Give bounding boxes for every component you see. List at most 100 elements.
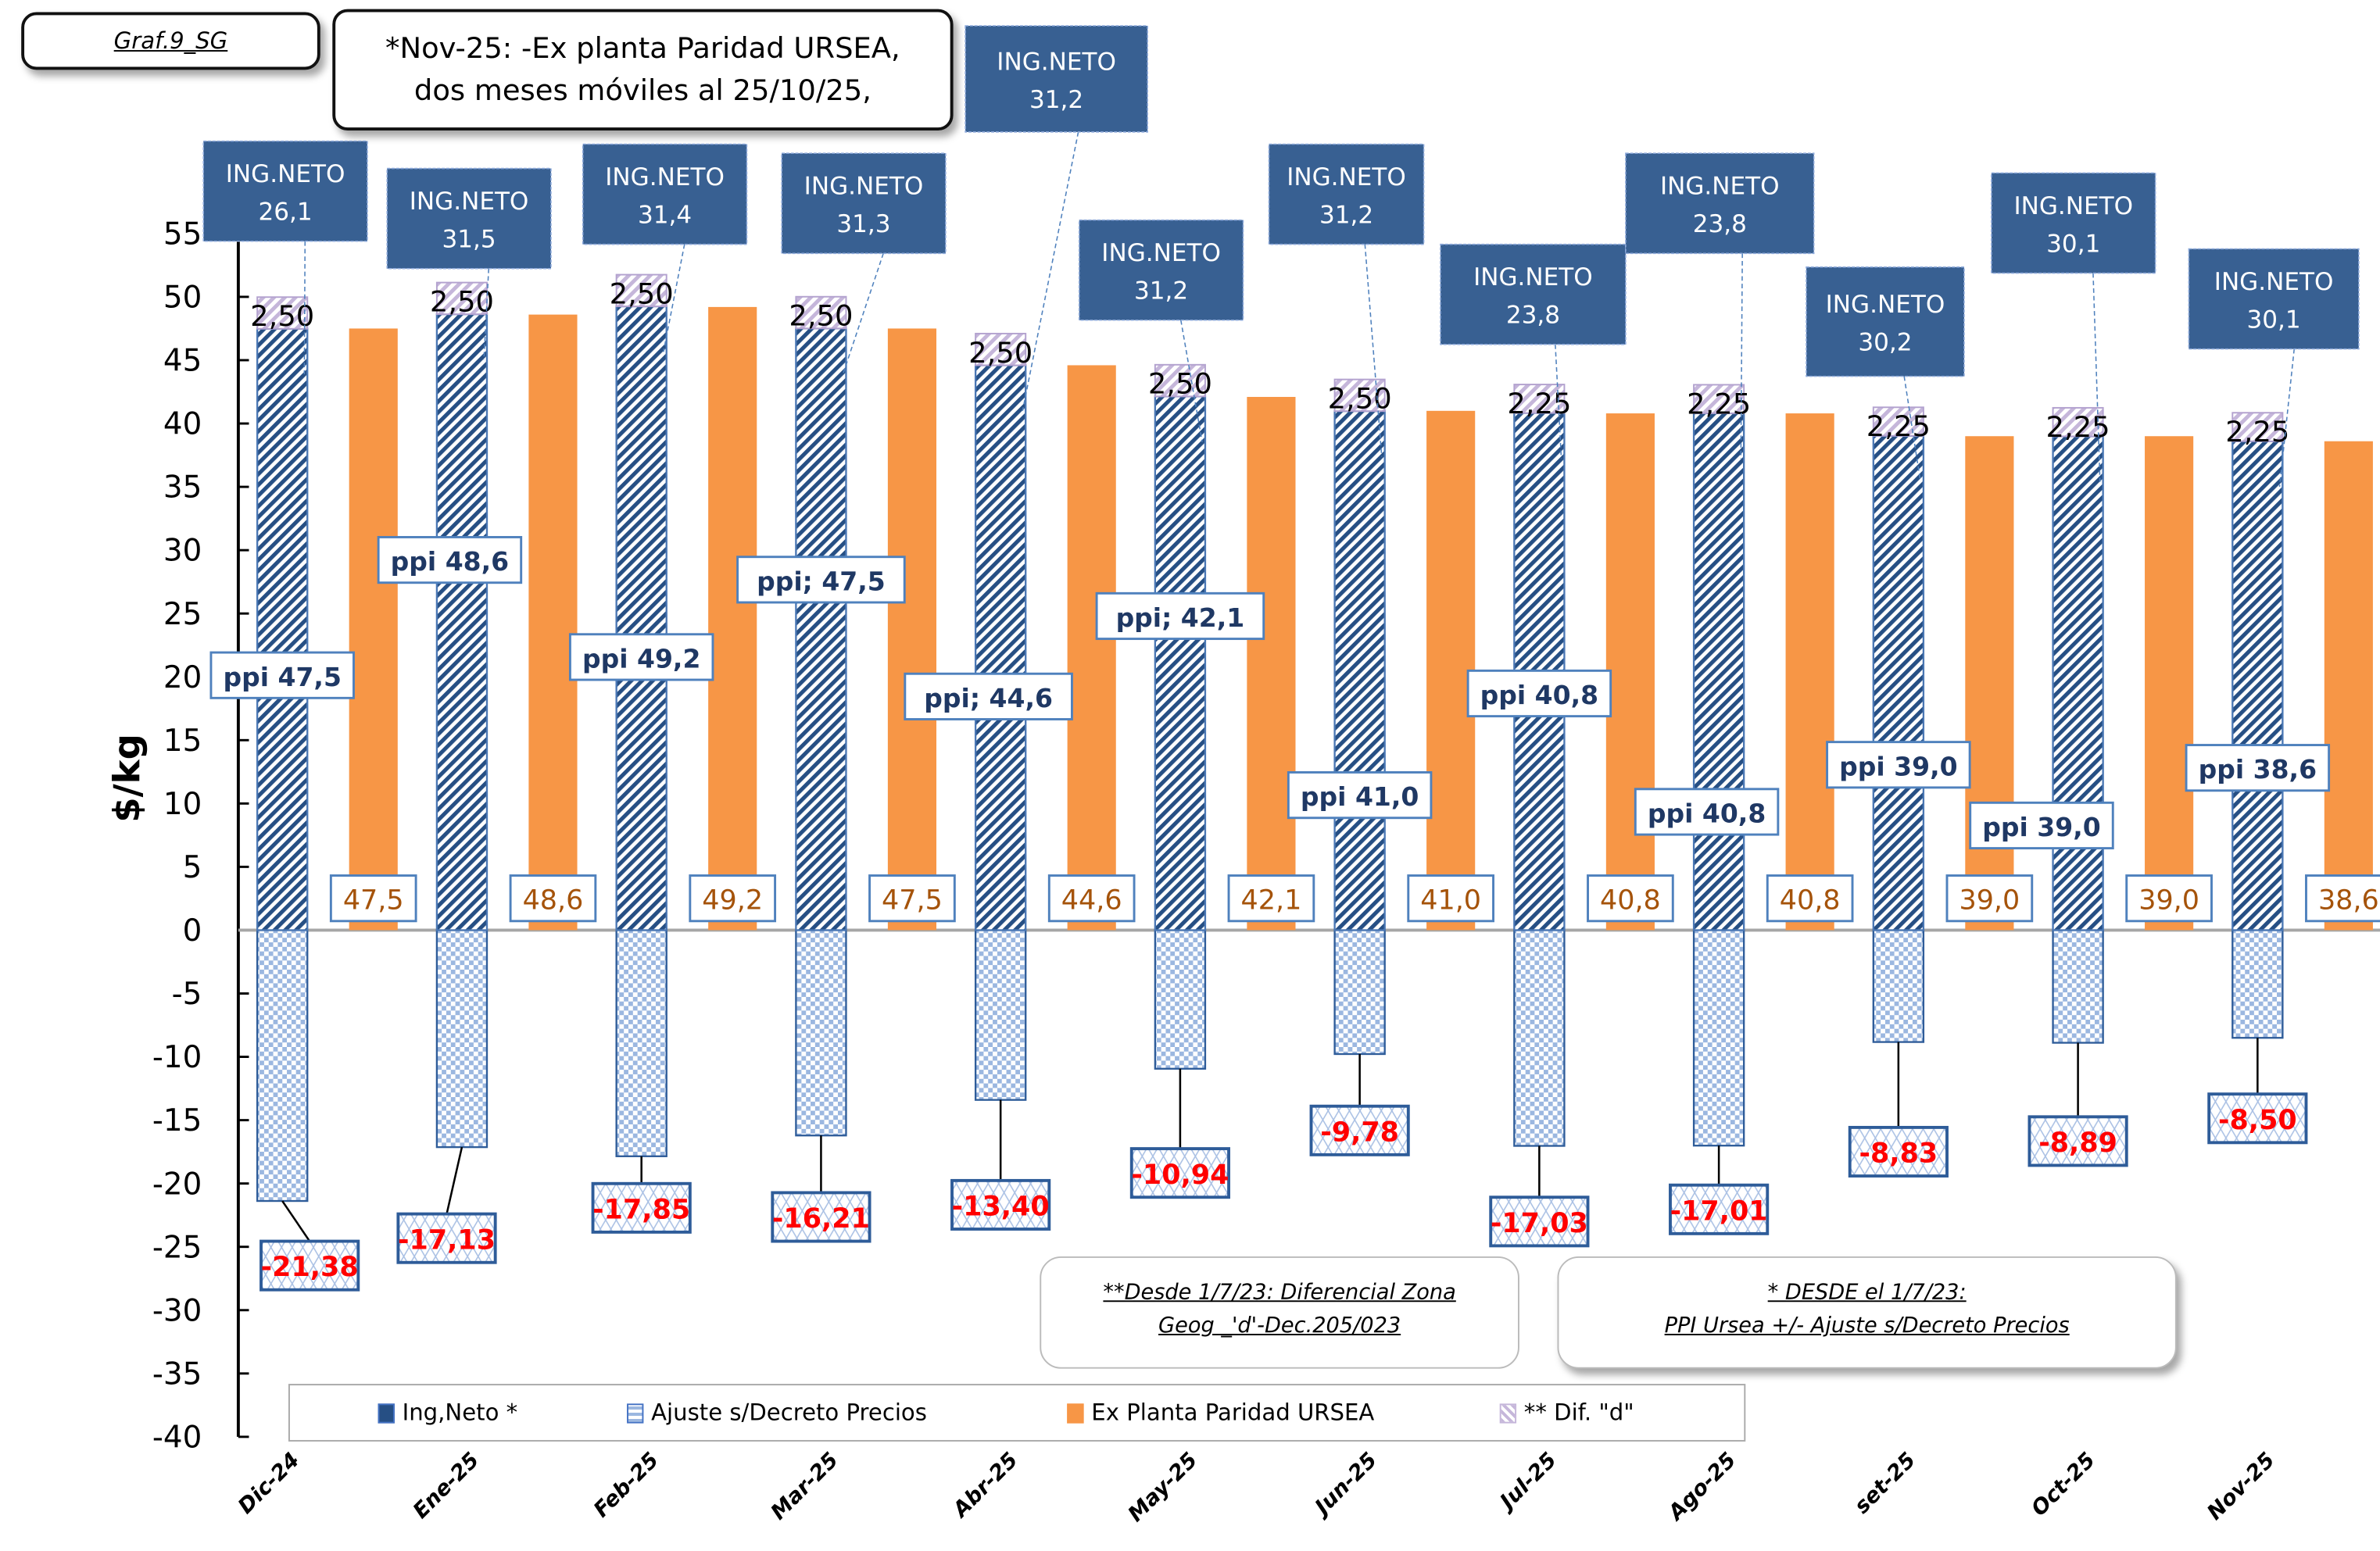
bar-ex-planta [528,314,578,931]
legend-item-ing-neto[interactable]: Ing,Neto * [378,1399,518,1427]
ing-neto-callout-value: 31,5 [442,226,496,254]
legend-item-ajuste[interactable]: Ajuste s/Decreto Precios [627,1399,927,1426]
y-tick-label: 5 [183,850,202,885]
bar-ajuste [615,929,667,1157]
ajuste-label-box [771,1191,871,1243]
bar-ex-planta [1965,436,2014,931]
ppi-label-box [1826,741,1971,789]
y-tick-label: 50 [163,281,202,316]
ppi-label-box [377,536,523,584]
bar-ajuste [2052,929,2104,1044]
bar-ing-neto [1692,412,1745,931]
ing-neto-callout [582,143,748,245]
ing-neto-leader-line [663,244,685,352]
ing-neto-callout [1440,243,1627,345]
y-tick-label: 40 [163,407,202,442]
ing-neto-callout [1625,152,1815,255]
bar-ing-neto [1154,395,1207,931]
legend-item-dif-d[interactable]: ** Dif. "d" [1499,1399,1634,1426]
dif-d-label: 2,25 [2225,415,2289,449]
bar-dif-d [1693,384,1745,414]
ajuste-label-box [259,1239,360,1292]
ppi-label: ppi 48,6 [391,546,509,577]
nov-note-line2: dos meses móviles al 25/10/25, [413,74,871,108]
ajuste-label: -21,38 [261,1252,359,1283]
ex-planta-label: 49,2 [702,884,763,916]
dif-d-label: 2,50 [1328,382,1392,416]
ing-neto-callout-value: 26,1 [259,198,313,227]
y-tick-label: 25 [163,597,202,632]
ajuste-label: -17,85 [592,1194,690,1225]
ing-neto-callout [1268,143,1425,245]
graph-id-label: Graf.9_SG [21,12,320,70]
ex-planta-label-box [509,874,597,923]
bar-dif-d [1154,363,1206,398]
y-tick-label: 45 [163,344,202,379]
ajuste-label: -10,94 [1131,1160,1229,1191]
x-tick-label: Feb-25 [589,1448,664,1522]
bar-ex-planta [708,306,757,931]
legend-swatch-dif-d [1499,1403,1517,1423]
ajuste-label: -17,01 [1670,1195,1768,1227]
ppi-label: ppi 39,0 [1839,751,1957,781]
legend-item-ex-planta[interactable]: Ex Planta Paridad URSEA [1067,1399,1374,1426]
bar-ing-neto [2231,440,2284,931]
bar-ajuste [2231,929,2284,1039]
ing-neto-callout-title: ING.NETO [1473,263,1593,291]
ex-planta-label-box [868,874,956,923]
ing-neto-leader-line [2278,348,2295,488]
nov-note-callout: *Nov-25: -Ex planta Paridad URSEA, dos m… [332,9,954,131]
dif-d-label: 2,50 [610,277,674,310]
ex-planta-label: 47,5 [882,884,943,916]
bar-ajuste [1872,929,1925,1043]
ing-neto-callout-title: ING.NETO [2013,192,2133,220]
ex-planta-label: 41,0 [1420,884,1481,916]
ex-planta-label-box [329,874,417,923]
legend-swatch-ex-planta [1067,1403,1084,1423]
ex-planta-label-box [1407,874,1494,923]
bar-ing-neto [795,327,847,931]
x-tick-label: Nov-25 [2203,1448,2279,1524]
ing-neto-callout-value: 23,8 [1506,302,1560,330]
x-tick-label: Abr-25 [947,1448,1022,1523]
ajuste-label-box [2027,1115,2128,1167]
bar-ing-neto [435,313,489,931]
y-tick-label: 15 [163,724,202,759]
ing-neto-callout-value: 30,1 [2046,230,2100,258]
ex-planta-label-box [1587,874,1674,923]
ex-planta-label: 44,6 [1061,884,1122,916]
note1-line2: Geog _'d'-Dec.205/023 [1158,1313,1401,1338]
bar-ajuste [1692,929,1745,1147]
dif-d-label: 2,50 [789,299,853,333]
ex-planta-label-box [1047,874,1136,923]
ajuste-label-box [1129,1147,1230,1199]
y-tick-label: 30 [163,534,202,569]
bar-ing-neto [974,364,1027,931]
y-tick-label: -10 [152,1040,202,1075]
legend-label: Ing,Neto * [402,1399,518,1427]
ppi-label: ppi 39,0 [1982,812,2100,842]
ing-neto-callout-value: 31,3 [836,210,890,238]
ing-neto-leader-line [1364,244,1383,457]
ppi-label: ppi; 44,6 [924,683,1053,713]
ing-neto-callout [781,152,947,255]
dif-d-label: 2,50 [250,299,314,333]
bar-ing-neto [1333,409,1386,931]
ajuste-label-box [396,1212,497,1264]
ajuste-leader-line [281,1200,311,1242]
ajuste-label-box [1309,1104,1410,1156]
ex-planta-label-box [689,874,777,923]
ajuste-label-box [1848,1125,1949,1178]
ajuste-label-box [1669,1183,1770,1235]
note-ppi-ursea: * DESDE el 1/7/23: PPI Ursea +/- Ajuste … [1557,1256,2177,1369]
ppi-label: ppi; 42,1 [1116,602,1245,633]
y-tick-label: -20 [152,1167,202,1202]
dif-d-label: 2,25 [2046,410,2110,444]
y-tick-label: 55 [163,216,202,252]
bar-ex-planta [1785,413,1834,931]
ing-neto-leader-line [2092,273,2101,482]
bar-dif-d [2231,412,2284,442]
ex-planta-label: 38,6 [2318,884,2379,916]
ing-neto-callout-value: 31,2 [1134,277,1188,306]
